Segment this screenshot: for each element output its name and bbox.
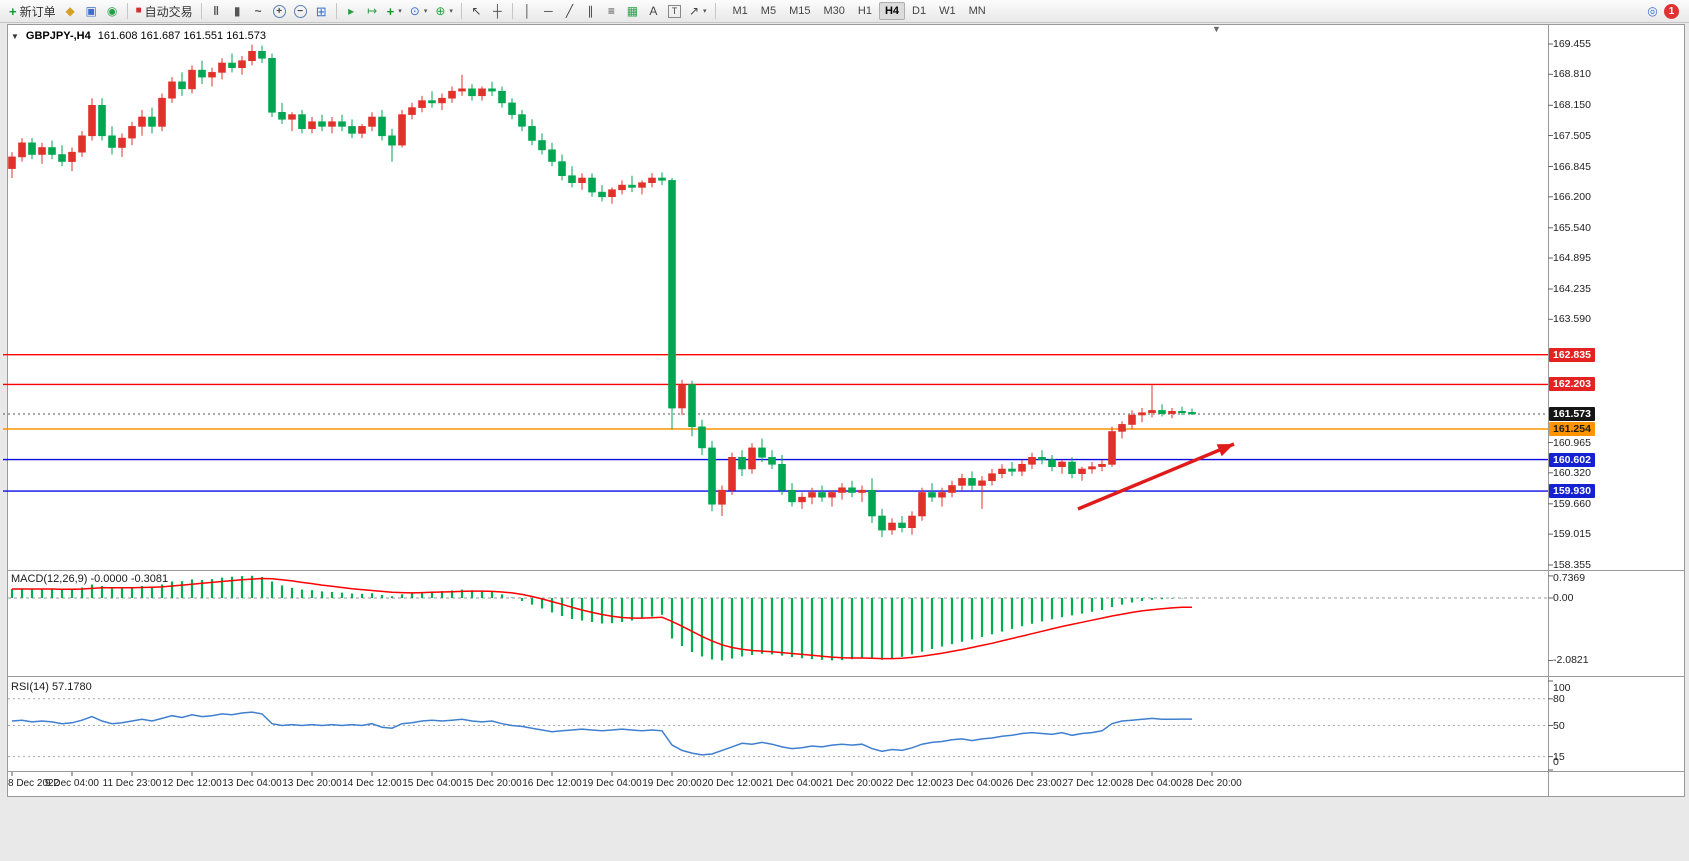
search-button[interactable]: ◎ xyxy=(1643,2,1662,21)
terminal-icon: ◉ xyxy=(106,4,118,18)
shapes-icon: ▦ xyxy=(626,4,639,18)
autoscroll-icon: ▸ xyxy=(348,4,355,18)
zoom-in-button[interactable]: + xyxy=(270,2,289,21)
crosshair-icon: ┼ xyxy=(493,4,502,18)
toolbar-separator xyxy=(511,3,513,19)
price-axis-border xyxy=(1548,24,1549,797)
new-chart-icon: + xyxy=(386,3,395,19)
line-chart-icon: ~ xyxy=(254,4,262,18)
toolbar-separator xyxy=(200,3,202,19)
symbol-header: ▼ GBPJPY-,H4 161.608 161.687 161.551 161… xyxy=(11,30,266,42)
new-order-label: 新订单 xyxy=(19,4,56,19)
tile-windows-icon: ⊞ xyxy=(315,3,327,19)
candlestick-icon: ▮ xyxy=(233,4,241,18)
timeframe-button-mn[interactable]: MN xyxy=(963,2,992,20)
candlestick-chart-button[interactable]: ▮ xyxy=(228,2,247,21)
new-chart-button[interactable]: + ▾ xyxy=(384,2,405,21)
horizontal-line-icon: ─ xyxy=(544,4,553,18)
toolbar-separator xyxy=(714,3,716,19)
rsi-indicator-label: RSI(14) 57.1780 xyxy=(11,681,92,693)
symbol-ohlc-values: 161.608 161.687 161.551 161.573 xyxy=(97,30,266,42)
auto-trading-button[interactable]: ■ 自动交易 xyxy=(133,2,196,21)
trendline-icon: ╱ xyxy=(565,4,574,18)
market-watch-button[interactable]: ◆ xyxy=(61,2,80,21)
zoom-out-icon: − xyxy=(293,4,307,18)
toolbar-separator xyxy=(335,3,337,19)
text-label-icon: T xyxy=(667,4,681,18)
timeframe-button-w1[interactable]: W1 xyxy=(933,2,962,20)
chevron-down-icon: ▾ xyxy=(703,8,707,15)
line-chart-button[interactable]: ~ xyxy=(249,2,268,21)
zoom-in-icon: + xyxy=(272,4,286,18)
rsi-pane-separator[interactable] xyxy=(7,676,1685,677)
chevron-down-icon: ▾ xyxy=(423,8,428,15)
macd-indicator-label: MACD(12,26,9) -0.0000 -0.3081 xyxy=(11,573,169,585)
trendline-button[interactable]: ╱ xyxy=(560,2,579,21)
chart-shift-button[interactable]: ↦ xyxy=(363,2,382,21)
navigator-icon: ▣ xyxy=(85,4,97,18)
fibonacci-icon: ≡ xyxy=(607,4,615,18)
timeframe-button-m1[interactable]: M1 xyxy=(727,2,754,20)
timeframe-button-m15[interactable]: M15 xyxy=(783,2,816,20)
clock-icon: ⊙ xyxy=(409,4,420,18)
arrows-button[interactable]: ↗ ▾ xyxy=(686,2,710,21)
channel-icon: ∥ xyxy=(587,4,594,18)
chart-plot-area[interactable] xyxy=(7,24,1685,797)
label-button[interactable]: T xyxy=(665,2,684,21)
timeframe-group: M1 M5 M15 M30 H1 H4 D1 W1 MN xyxy=(727,2,992,20)
macd-pane-separator[interactable] xyxy=(7,570,1685,571)
toolbar-separator xyxy=(460,3,462,19)
auto-trading-label: 自动交易 xyxy=(144,4,193,19)
template-icon: ⊕ xyxy=(435,4,446,18)
timeframe-button-d1[interactable]: D1 xyxy=(906,2,932,20)
search-icon: ◎ xyxy=(1647,4,1658,18)
terminal-button[interactable]: ◉ xyxy=(103,2,122,21)
template-button[interactable]: ⊕ ▾ xyxy=(432,2,456,21)
chevron-down-icon: ▾ xyxy=(398,8,402,15)
channel-button[interactable]: ∥ xyxy=(581,2,600,21)
navigator-button[interactable]: ▣ xyxy=(82,2,101,21)
new-order-icon: + xyxy=(9,3,17,19)
period-selector-button[interactable]: ⊙ ▾ xyxy=(407,2,431,21)
vertical-line-icon: │ xyxy=(523,4,532,18)
cursor-icon: ↖ xyxy=(471,4,482,18)
tile-windows-button[interactable]: ⊞ xyxy=(312,2,331,21)
toolbar-separator xyxy=(126,3,128,19)
zoom-out-button[interactable]: − xyxy=(291,2,310,21)
cursor-button[interactable]: ↖ xyxy=(467,2,486,21)
chart-shift-icon: ↦ xyxy=(367,4,378,18)
shapes-button[interactable]: ▦ xyxy=(623,2,642,21)
crosshair-button[interactable]: ┼ xyxy=(488,2,507,21)
bars-chart-button[interactable]: ‖ xyxy=(207,2,226,21)
text-icon: A xyxy=(649,4,658,18)
vertical-line-button[interactable]: │ xyxy=(518,2,537,21)
ohlc-bars-icon: ‖ xyxy=(213,4,220,18)
fibonacci-button[interactable]: ≡ xyxy=(602,2,621,21)
toolbar: + 新订单 ◆ ▣ ◉ ■ 自动交易 ‖ ▮ ~ + − ⊞ ▸ ↦ + ▾ ⊙ ▾… xyxy=(0,0,1689,23)
chevron-down-icon: ▾ xyxy=(449,8,453,15)
timeframe-button-m30[interactable]: M30 xyxy=(817,2,850,20)
chart-shift-marker-icon[interactable]: ▼ xyxy=(1212,24,1221,34)
timeframe-button-h4[interactable]: H4 xyxy=(878,2,906,20)
time-axis-border xyxy=(7,771,1685,772)
symbol-title: GBPJPY-,H4 xyxy=(25,30,91,42)
auto-trading-icon: ■ xyxy=(135,5,142,16)
timeframe-button-m5[interactable]: M5 xyxy=(755,2,782,20)
new-order-button[interactable]: + 新订单 xyxy=(6,2,59,21)
notification-badge[interactable]: 1 xyxy=(1664,3,1679,19)
arrow-objects-icon: ↗ xyxy=(688,4,699,18)
market-watch-icon: ◆ xyxy=(65,4,75,18)
autoscroll-button[interactable]: ▸ xyxy=(342,2,361,21)
horizontal-line-button[interactable]: ─ xyxy=(539,2,558,21)
timeframe-button-h1[interactable]: H1 xyxy=(852,2,878,20)
text-button[interactable]: A xyxy=(644,2,663,21)
one-click-trading-toggle[interactable]: ▼ xyxy=(11,31,19,41)
